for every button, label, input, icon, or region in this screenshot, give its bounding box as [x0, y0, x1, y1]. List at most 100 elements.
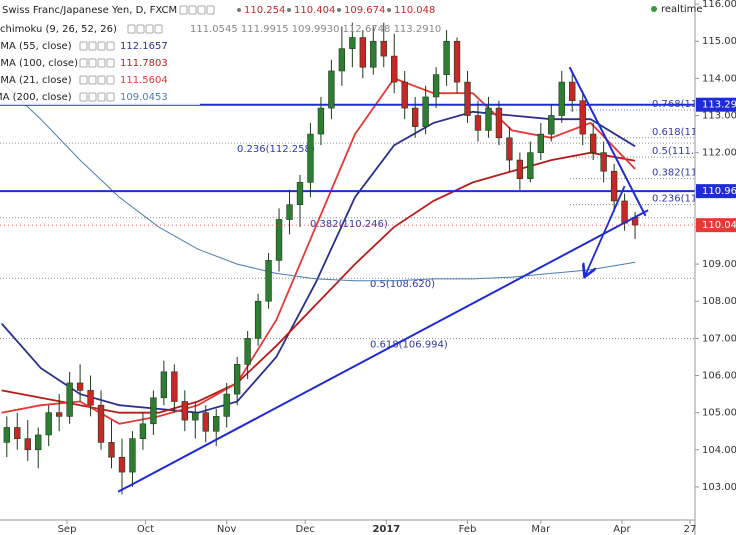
legend-value: 112.1657 [120, 41, 168, 52]
candle-body [118, 456, 126, 473]
candle-body [370, 40, 377, 68]
x-tick-label: Dec [296, 524, 315, 535]
legend-icon [79, 41, 88, 51]
candle-body [108, 442, 115, 458]
ohlc-marker [237, 8, 241, 12]
fib-label: 0.382(110.246) [310, 219, 388, 230]
arrow [585, 185, 626, 275]
fib-label-right: 0.618(11 [652, 127, 697, 138]
legend-icon [97, 58, 106, 68]
ohlc-open: 110.254 [244, 5, 285, 16]
plot-area: 0.236(112.258) 0.382(110.246) 0.5(108.620)… [0, 22, 700, 495]
candle-body [453, 40, 461, 83]
indicator-line [0, 110, 636, 414]
x-tick-label: Sep [58, 524, 77, 535]
fib-label: 0.236(112.258) [237, 144, 315, 155]
legend-icon [79, 58, 88, 68]
candle-body [223, 393, 230, 417]
legend-name: EMA (100, close) [0, 58, 78, 69]
legend-name: chimoku (9, 26, 52, 26) [0, 24, 117, 35]
y-tick-label: 105.000 [702, 408, 736, 419]
fib-label: 0.5(108.620) [370, 279, 435, 290]
legend-icon [127, 24, 136, 34]
ohlc-marker [287, 8, 291, 12]
candle-body [380, 40, 387, 57]
ohlc-marker [387, 8, 391, 12]
candle-body [569, 81, 576, 101]
x-tick-label: Feb [459, 524, 477, 535]
trendline [568, 66, 647, 217]
candle-body [506, 137, 513, 161]
candle-body [411, 107, 419, 127]
ohlc-close: 110.048 [394, 5, 435, 16]
candle-body [181, 401, 188, 421]
candle-body [443, 40, 450, 75]
legend-value: 109.0453 [120, 92, 168, 103]
legend-icon [206, 5, 215, 15]
legend-icon [179, 5, 188, 15]
y-tick-label: 108.000 [702, 296, 736, 307]
trendline [117, 209, 649, 493]
y-tick-label: 112.000 [702, 148, 736, 159]
candle-body [66, 382, 73, 417]
legend-icon [197, 5, 206, 15]
legend-icon [97, 75, 106, 85]
candle-body [139, 423, 147, 439]
last-price-label: 110.048 [702, 220, 736, 231]
legend-name: MA (200, close) [0, 92, 72, 103]
x-tick-label: Apr [613, 524, 631, 535]
candle-body [338, 48, 346, 72]
x-tick-label: Oct [137, 524, 154, 535]
legend-icon [88, 58, 97, 68]
x-tick-label: 2017 [372, 524, 400, 535]
candle-body [422, 96, 429, 127]
y-tick-label: 109.000 [702, 259, 736, 270]
candle-body [3, 427, 10, 443]
fib-label-right: 0.382(11 [652, 168, 697, 179]
realtime-label: realtime [661, 4, 703, 15]
y-tick-label: 116.000 [702, 0, 736, 10]
legend-icon [97, 41, 106, 51]
legend-icon [188, 5, 197, 15]
header-bg [0, 2, 344, 17]
legend-icon [106, 75, 115, 85]
candle-body [527, 152, 534, 179]
candle-body [432, 74, 440, 98]
candle-body [275, 219, 283, 261]
candle-body [317, 107, 325, 135]
legend-icon [88, 75, 97, 85]
y-tick-label: 115.000 [702, 36, 736, 47]
candle-body [286, 204, 293, 220]
candle-body [202, 412, 209, 432]
legend-icon [106, 58, 115, 68]
y-tick-label: 106.000 [702, 371, 736, 382]
candle-body [97, 404, 105, 443]
legend-name: EMA (55, close) [0, 41, 72, 52]
symbol-title: Swiss Franc/Japanese Yen, D, FXCM [2, 5, 177, 16]
y-tick-label: 114.000 [702, 73, 736, 84]
candle-body [558, 81, 565, 116]
ohlc-marker [337, 8, 341, 12]
price-tag-label: 113.291 [702, 100, 736, 111]
candle-body [233, 364, 241, 395]
candle-body [349, 37, 356, 49]
candle-body [464, 81, 471, 116]
candle-body [600, 152, 607, 172]
legend-value: 111.7803 [120, 58, 168, 69]
candle-body [87, 390, 94, 406]
fib-label-right: 0.5(111.9 [652, 146, 700, 157]
candle-body [516, 159, 524, 179]
candle-body [610, 170, 618, 202]
legend-icon [97, 92, 106, 102]
legend-value: 111.5604 [120, 75, 168, 86]
candle-body [307, 133, 314, 183]
ohlc-low: 109.674 [344, 5, 385, 16]
indicator-line [1, 77, 636, 425]
candle-body [254, 300, 262, 339]
candle-body [192, 412, 199, 421]
y-tick-label: 103.000 [702, 482, 736, 493]
fib-label: 0.618(106.994) [370, 340, 448, 351]
legend-icon [154, 24, 163, 34]
